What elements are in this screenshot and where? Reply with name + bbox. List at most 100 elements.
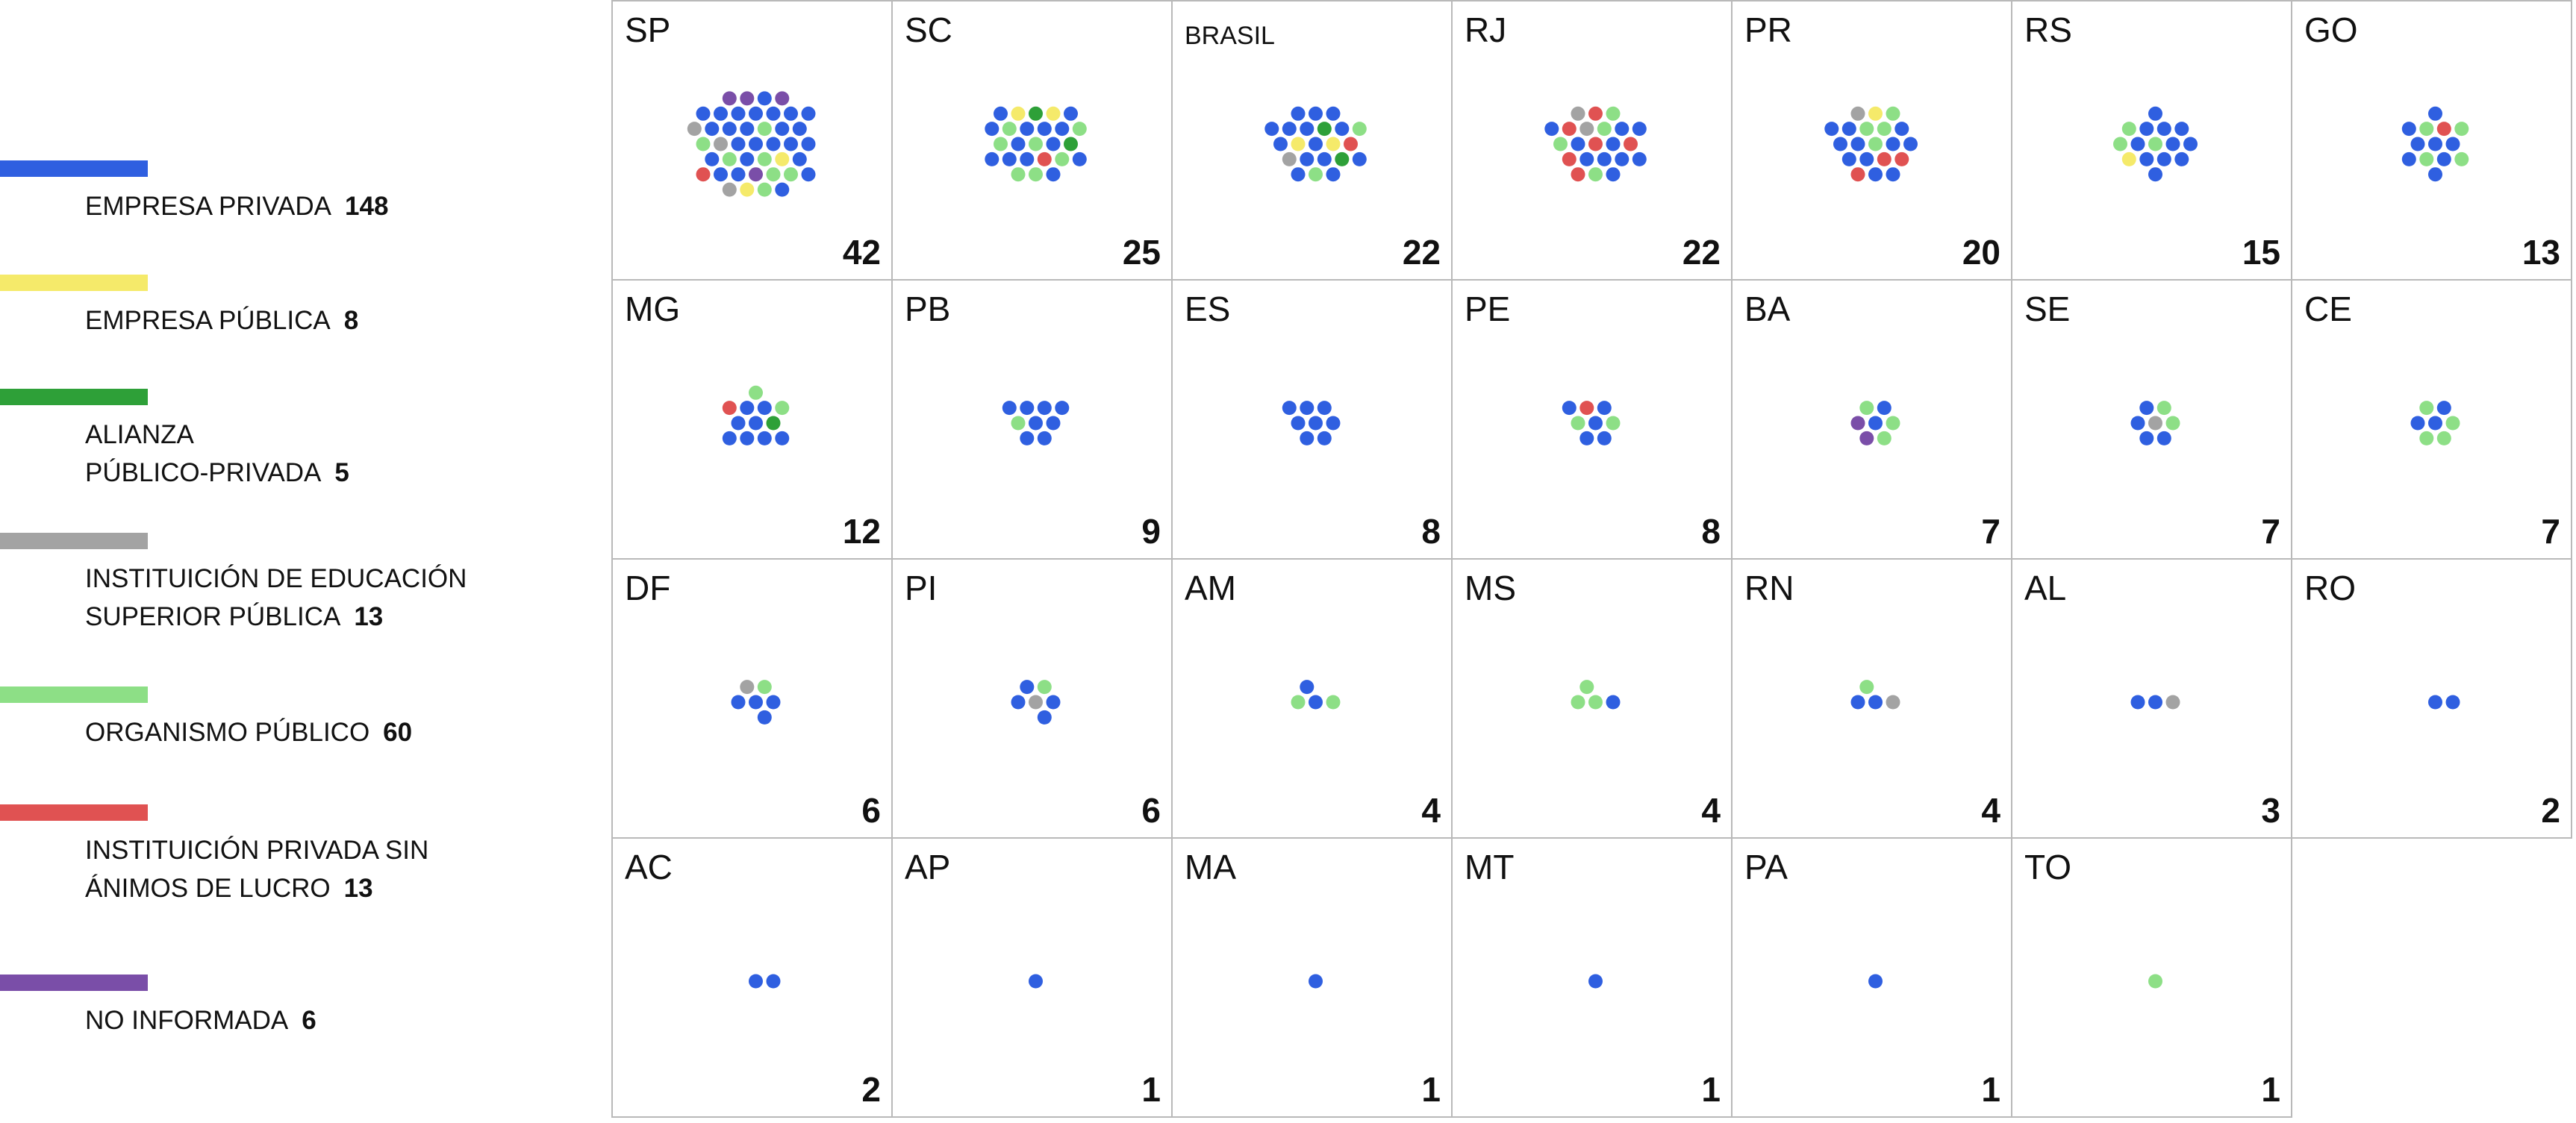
state-cell-ma: MA 1 <box>1171 837 1453 1118</box>
dot-privada <box>696 106 711 121</box>
dot-alianza <box>1029 106 1043 121</box>
dot-privada <box>1300 680 1314 695</box>
dot-privada <box>2139 151 2154 166</box>
legend-label: EMPRESA PÚBLICA 8 <box>85 301 593 340</box>
state-total: 6 <box>1141 791 1161 830</box>
legend-category-count: 13 <box>354 602 384 631</box>
dot-privada <box>1291 167 1306 182</box>
dot-privada <box>1046 167 1061 182</box>
dot-cluster <box>1309 974 1323 989</box>
dot-privada <box>2139 431 2154 445</box>
dot-organismo <box>1859 680 1874 695</box>
dot-privada <box>1544 122 1559 137</box>
dot-privada <box>1072 151 1087 166</box>
dot-organismo <box>1309 167 1323 182</box>
dot-organismo <box>784 167 798 182</box>
dot-privada <box>1037 431 1052 445</box>
dot-privada <box>2428 137 2442 151</box>
dot-organismo <box>1886 416 1900 431</box>
state-name: DF <box>625 569 671 607</box>
dot-publica <box>775 151 790 166</box>
dot-privada <box>1335 122 1350 137</box>
dot-privada <box>757 401 772 416</box>
dot-organismo <box>775 401 790 416</box>
dot-privada <box>1326 167 1341 182</box>
dot-privada <box>1309 137 1323 151</box>
dot-privada <box>1850 137 1865 151</box>
legend: EMPRESA PRIVADA 148 EMPRESA PÚBLICA 8 ALIANZ… <box>0 0 597 1123</box>
dot-privada <box>1841 122 1856 137</box>
dot-privada <box>1824 122 1839 137</box>
dot-privada <box>1632 151 1647 166</box>
dot-organismo <box>1352 122 1367 137</box>
dot-privada <box>1309 416 1323 431</box>
dot-privada <box>2401 151 2416 166</box>
dot-privada <box>1020 122 1035 137</box>
dot-organismo <box>2121 122 2136 137</box>
legend-label: ORGANISMO PÚBLICO 60 <box>85 713 593 751</box>
dot-cluster <box>1850 401 1900 445</box>
dot-privada <box>731 167 746 182</box>
dot-publica <box>740 182 755 197</box>
dot-privada <box>1579 431 1594 445</box>
dot-privada <box>1046 137 1061 151</box>
dot-organismo <box>1579 680 1594 695</box>
dot-cluster <box>1029 974 1043 989</box>
dot-sinlucro <box>1579 401 1594 416</box>
state-total: 20 <box>1962 233 2000 272</box>
dot-privada <box>705 151 720 166</box>
dot-alianza <box>1335 151 1350 166</box>
dot-organismo <box>696 137 711 151</box>
dot-ies <box>687 122 702 137</box>
dot-alianza <box>1317 122 1332 137</box>
dot-organismo <box>1011 416 1026 431</box>
state-total: 7 <box>2541 512 2560 551</box>
state-total: 15 <box>2242 233 2280 272</box>
dot-organismo <box>1291 695 1306 710</box>
state-total: 8 <box>1421 512 1441 551</box>
state-cell-pb: PB 9 <box>891 279 1173 560</box>
dot-privada <box>757 91 772 106</box>
legend-swatch-publica <box>0 275 148 291</box>
dot-publica <box>1326 137 1341 151</box>
dot-organismo <box>1002 122 1017 137</box>
dot-privada <box>784 106 798 121</box>
dot-privada <box>1309 106 1323 121</box>
dot-privada <box>722 122 737 137</box>
state-total: 13 <box>2522 233 2560 272</box>
dot-privada <box>2436 151 2451 166</box>
dot-organismo <box>1029 137 1043 151</box>
dot-privada <box>2130 416 2145 431</box>
dot-privada <box>1273 137 1288 151</box>
state-cell-ap: AP 1 <box>891 837 1173 1118</box>
state-total: 4 <box>1981 791 2000 830</box>
dot-publica <box>2121 151 2136 166</box>
state-name: TO <box>2024 848 2072 886</box>
state-name: AC <box>625 848 673 886</box>
dot-privada <box>1841 151 1856 166</box>
dot-privada <box>2174 122 2189 137</box>
state-cell-rj: RJ 22 <box>1451 0 1733 281</box>
dot-privada <box>784 137 798 151</box>
state-cell-brasil: BRASIL 22 <box>1171 0 1453 281</box>
legend-label: NO INFORMADA 6 <box>85 1001 593 1039</box>
state-total: 12 <box>842 512 881 551</box>
legend-swatch-ies <box>0 533 148 549</box>
dot-privada <box>1597 431 1612 445</box>
dot-privada <box>1352 151 1367 166</box>
dot-privada <box>2156 151 2171 166</box>
dot-privada <box>2428 106 2442 121</box>
state-name: AL <box>2024 569 2067 607</box>
dot-privada <box>1877 401 1892 416</box>
dot-privada <box>1326 106 1341 121</box>
dot-cluster <box>1002 401 1070 445</box>
dot-privada <box>2148 695 2162 710</box>
legend-swatch-sinlucro <box>0 804 148 821</box>
state-cell-ms: MS 4 <box>1451 558 1733 839</box>
dot-privada <box>985 122 999 137</box>
dot-privada <box>1886 137 1900 151</box>
state-cell-es: ES 8 <box>1171 279 1453 560</box>
state-cell-go: GO 13 <box>2291 0 2572 281</box>
dot-ies <box>1886 695 1900 710</box>
state-total: 42 <box>842 233 881 272</box>
